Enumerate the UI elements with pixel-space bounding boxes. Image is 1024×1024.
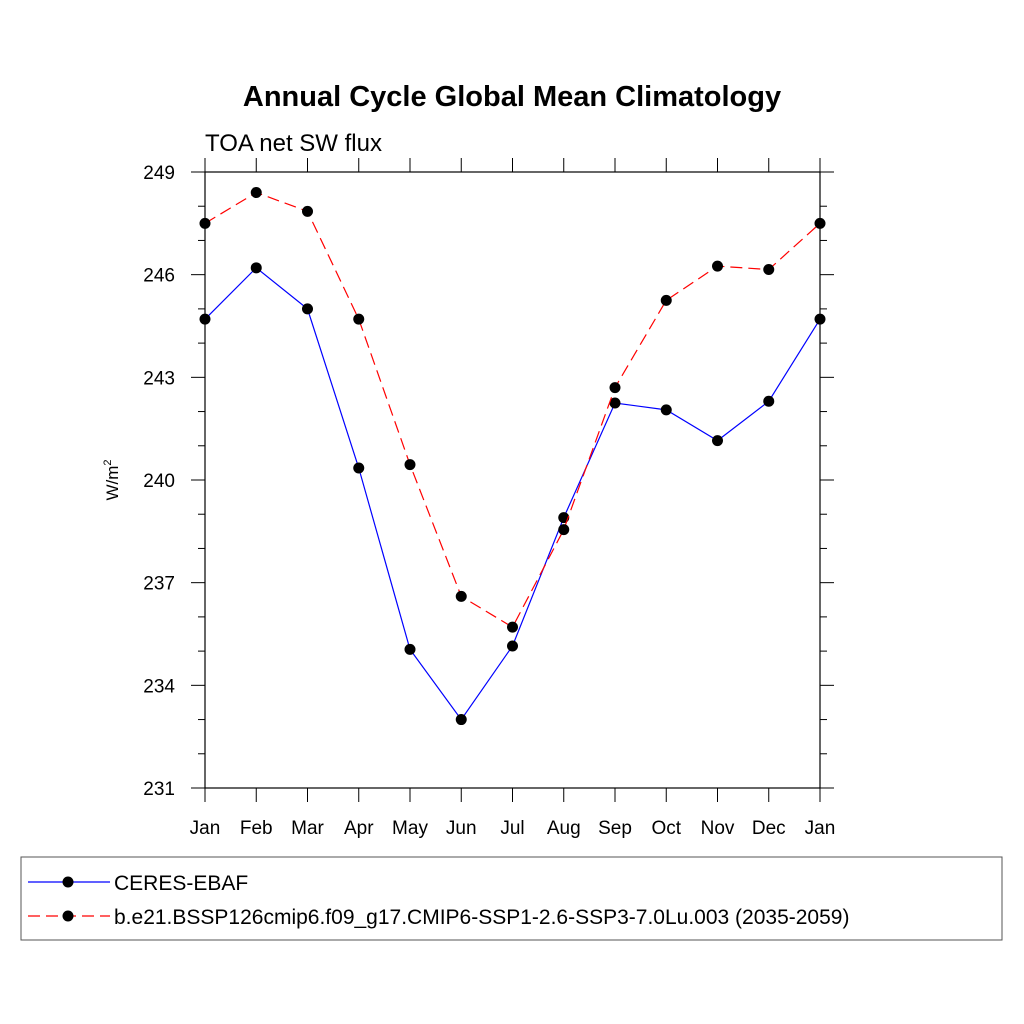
series-2-point — [712, 260, 723, 272]
y-tick-label: 246 — [143, 266, 175, 287]
x-tick-label: Mar — [291, 818, 324, 839]
series-1-point — [814, 313, 826, 325]
series-1-point — [660, 404, 672, 416]
x-tick-label: Jan — [190, 818, 221, 839]
y-tick-label: 234 — [143, 676, 175, 697]
legend-marker-1 — [62, 876, 74, 888]
chart-subtitle: TOA net SW flux — [205, 130, 382, 157]
series-1-point — [507, 640, 518, 652]
series-line-1 — [204, 267, 821, 721]
series-1-point — [404, 643, 416, 655]
y-tick-label: 240 — [143, 471, 175, 492]
plot-frame — [204, 171, 821, 789]
y-axis-label-base: W/m — [103, 466, 122, 501]
x-tick-label: Oct — [651, 818, 681, 839]
plot-axes: 231 234 237 240 243 246 249 Jan Feb Mar Apr May Jun J… — [143, 158, 835, 839]
series-2-point — [814, 217, 826, 229]
legend-label-1: CERES-EBAF — [114, 872, 248, 895]
y-tick-label: 243 — [143, 368, 175, 389]
series-2-point — [558, 524, 570, 536]
series-2-point — [609, 382, 621, 394]
series-1-point — [302, 303, 313, 315]
y-axis-label-superscript: 2 — [102, 459, 114, 465]
series-1-point — [250, 262, 262, 274]
x-tick-label: Jul — [500, 818, 524, 839]
series-1-point — [763, 395, 775, 407]
series-2-point — [455, 590, 467, 602]
legend-box — [20, 856, 1003, 941]
x-tick-label: Aug — [547, 818, 581, 839]
series-1-point — [455, 714, 467, 726]
x-tick-label: Dec — [752, 818, 786, 839]
x-tick-label: Apr — [344, 818, 374, 839]
series-1-point — [353, 462, 365, 474]
y-tick-label: 231 — [143, 779, 175, 800]
x-tick-label: Jun — [446, 818, 477, 839]
y-tick-label: 237 — [143, 574, 175, 595]
x-tick-label: May — [392, 818, 428, 839]
x-tick-label: Nov — [701, 818, 735, 839]
data-series — [199, 187, 826, 726]
series-2-point — [302, 205, 313, 217]
legend-label-2: b.e21.BSSP126cmip6.f09_g17.CMIP6-SSP1-2.… — [114, 906, 849, 929]
series-2-point — [250, 187, 262, 199]
series-1-point — [712, 435, 723, 447]
series-1-point — [609, 397, 621, 409]
y-axis-label: W/m2 — [102, 459, 122, 500]
series-2-point — [763, 264, 775, 276]
series-2-point — [199, 217, 211, 229]
x-tick-label: Feb — [240, 818, 273, 839]
series-1-point — [199, 313, 211, 325]
legend: CERES-EBAF b.e21.BSSP126cmip6.f09_g17.CMI… — [20, 856, 1003, 941]
legend-marker-2 — [62, 910, 74, 922]
y-tick-label: 249 — [143, 163, 175, 184]
series-2-point — [507, 621, 518, 633]
series-2-point — [404, 459, 416, 471]
x-tick-label: Sep — [598, 818, 632, 839]
x-tick-label: Jan — [805, 818, 836, 839]
series-line-2 — [204, 191, 821, 628]
series-2-point — [353, 313, 365, 325]
series-2-point — [660, 294, 672, 306]
chart-title: Annual Cycle Global Mean Climatology — [243, 81, 781, 113]
